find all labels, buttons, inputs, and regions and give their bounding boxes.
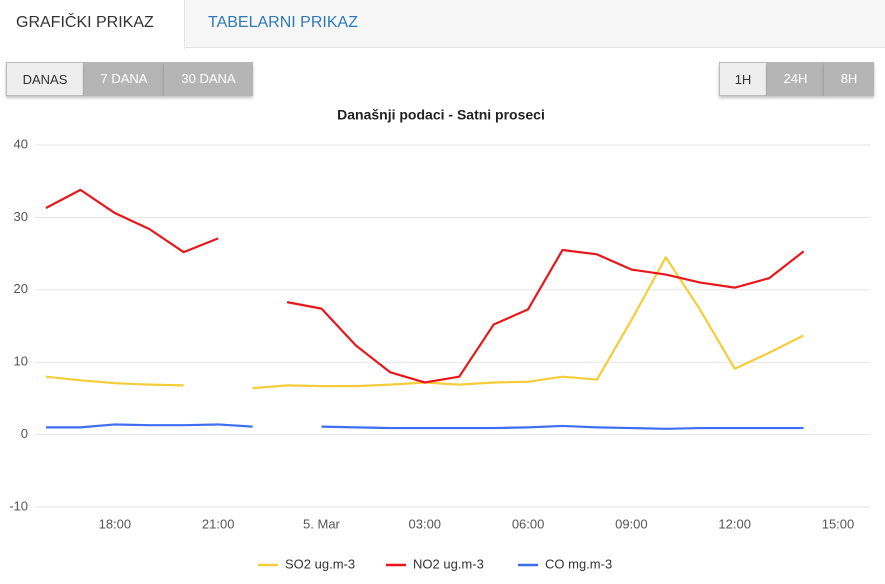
y-tick-label: 20 [14, 281, 28, 296]
x-tick-label: 03:00 [409, 516, 442, 531]
range-button[interactable]: 7 DANA [84, 62, 164, 96]
series-line [45, 188, 805, 384]
series-line [46, 423, 804, 430]
y-tick-label: 40 [14, 136, 28, 151]
chart-title: Današnji podaci - Satni proseci [337, 107, 545, 123]
legend-label: CO mg.m-3 [545, 556, 612, 571]
x-tick-label: 18:00 [99, 516, 132, 531]
range-button[interactable]: 30 DANA [164, 62, 253, 96]
tab[interactable]: GRAFIČKI PRIKAZ [0, 0, 185, 49]
y-tick-label: 0 [21, 426, 28, 441]
legend-label: SO2 ug.m-3 [285, 556, 355, 571]
x-tick-label: 06:00 [512, 516, 545, 531]
y-tick-label: 10 [14, 354, 28, 369]
x-tick-label: 21:00 [202, 516, 235, 531]
x-tick-label: 15:00 [822, 516, 855, 531]
series-line [45, 256, 805, 390]
x-tick-label: 12:00 [718, 516, 751, 531]
x-tick-label: 09:00 [615, 516, 648, 531]
x-tick-label: 5. Mar [303, 516, 341, 531]
y-tick-label: -10 [9, 498, 28, 513]
interval-button[interactable]: 24H [767, 62, 824, 96]
tab[interactable]: TABELARNI PRIKAZ [208, 14, 358, 31]
interval-button[interactable]: 8H [824, 62, 874, 96]
range-button[interactable]: DANAS [6, 62, 84, 96]
interval-button[interactable]: 1H [719, 62, 767, 96]
y-tick-label: 30 [14, 209, 28, 224]
tab-bar: GRAFIČKI PRIKAZ TABELARNI PRIKAZ [0, 0, 885, 49]
legend-label: NO2 ug.m-3 [413, 556, 484, 571]
